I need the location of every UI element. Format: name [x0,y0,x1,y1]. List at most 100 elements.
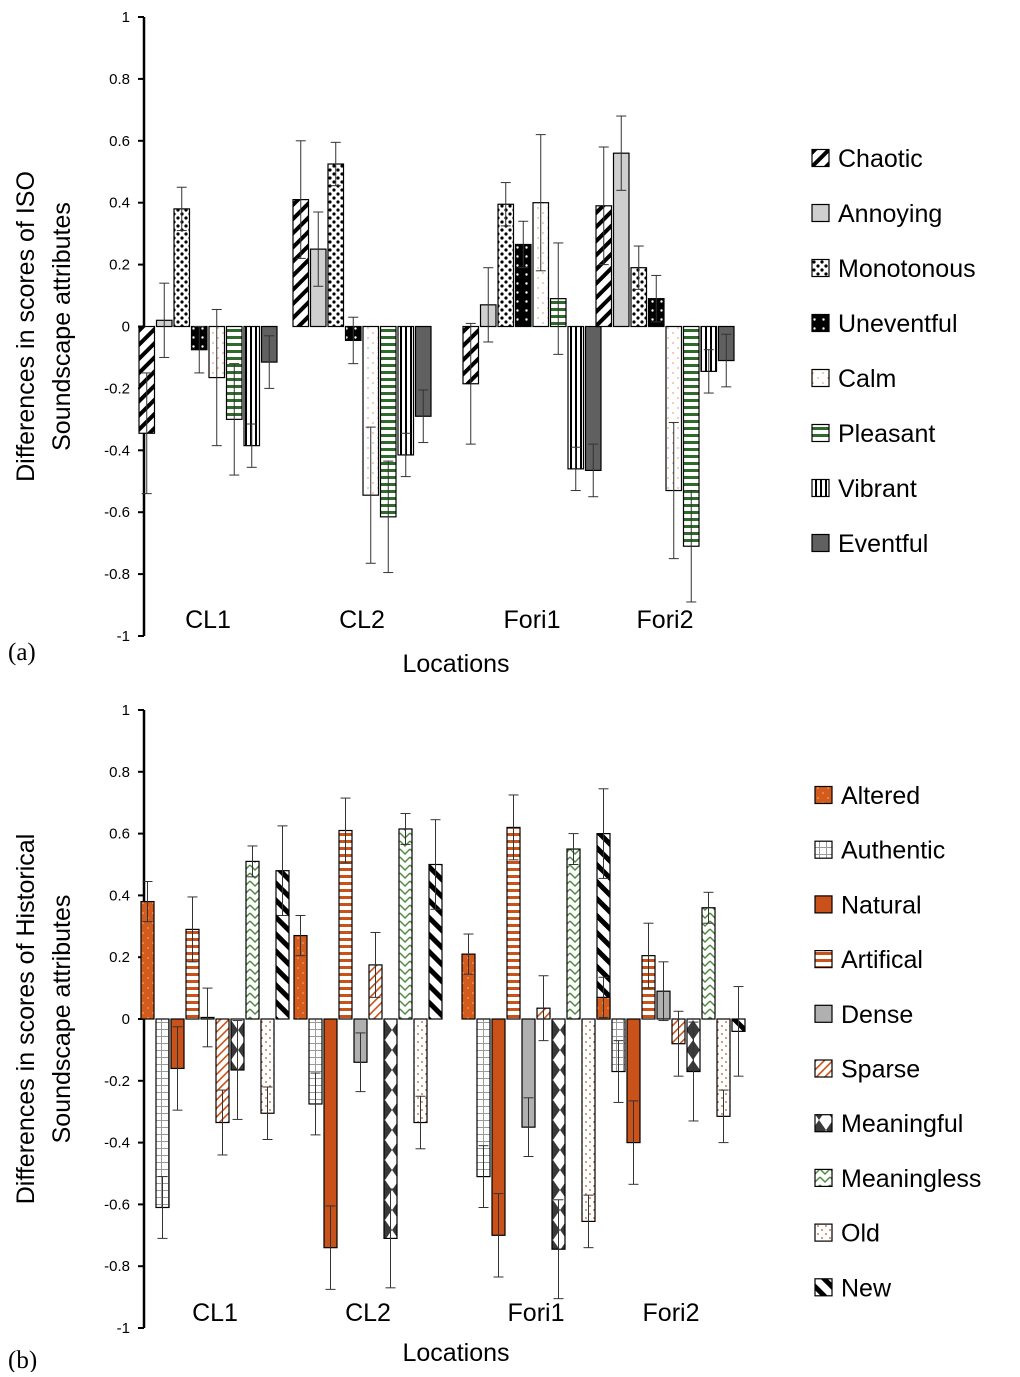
legend-item-sparse: Sparse [814,1056,920,1084]
y-axis-title-line: Soundscape attributes [48,895,76,1144]
legend-label: Meaningful [841,1110,963,1138]
y-axis-title-line: Soundscape attributes [48,202,76,451]
legend-swatch [811,148,830,168]
y-axis-title: Differences in scores of Historical Sound… [12,834,76,1205]
legend-item-artifical: Artifical [814,946,923,974]
y-axis-ticks: 1 0.8 0.6 0.4 0.2 0 -0.2 -0.4 -0.6 -0.8 -1 [104,9,144,645]
y-tick-label: -0.4 [104,1135,130,1152]
y-tick-label: -1 [117,628,130,645]
y-tick-label: 0.4 [109,887,130,904]
y-axis-title: Differences in scores of ISO Soundscape a… [12,171,76,482]
legend-label: New [841,1274,892,1302]
legend: Chaotic Annoying Monotonous Uneventful Calm P… [811,145,976,558]
y-tick-label: -0.6 [104,1196,130,1213]
legend-item-pleasant: Pleasant [811,420,935,448]
legend-label: Sparse [841,1056,920,1084]
legend-label: Authentic [841,837,945,865]
category-label-cl1: CL1 [185,606,231,634]
legend-label: Chaotic [838,145,923,173]
y-axis-ticks: 1 0.8 0.6 0.4 0.2 0 -0.2 -0.4 -0.6 -0.8 -1 [104,702,144,1337]
panel-label-a: (a) [8,639,36,666]
bar-meaningless-cl1 [245,860,260,1020]
legend-label: Uneventful [838,310,958,338]
y-tick-label: 1 [122,702,130,719]
y-tick-label: 0.8 [109,764,130,781]
legend-label: Calm [838,365,896,393]
legend-swatch [814,1059,833,1078]
legend-swatch [814,1168,833,1188]
legend-item-authentic: Authentic [814,837,945,865]
y-tick-label: 0.2 [109,949,130,966]
panel-label-b: (b) [8,1347,37,1372]
category-label-fori2: Fori2 [637,606,694,634]
legend-swatch [814,949,833,969]
bar-meaningless-fori1 [566,848,581,1020]
category-label-fori1: Fori1 [508,1299,565,1327]
legend-swatch [814,895,833,914]
legend-item-natural: Natural [814,891,922,919]
legend-label: Pleasant [838,420,935,448]
legend-label: Vibrant [838,475,917,503]
y-tick-label: 0.6 [109,826,130,843]
panel-a: Differences in scores of ISO Soundscape a… [8,9,976,678]
legend-swatch [811,478,830,498]
category-label-cl1: CL1 [192,1299,238,1327]
y-tick-label: -0.6 [104,504,130,521]
legend-label: Annoying [838,200,942,228]
legend-swatch [814,1278,833,1297]
category-labels: CL1 CL2 Fori1 Fori2 [192,1299,699,1327]
category-label-fori1: Fori1 [504,606,561,634]
y-tick-label: -1 [117,1320,130,1337]
legend-swatch [814,1114,833,1133]
legend-swatch [811,258,830,278]
legend-item-uneventful: Uneventful [811,310,958,338]
legend-item-new: New [814,1274,892,1302]
legend-swatch [811,203,830,223]
legend-swatch [814,1004,833,1023]
legend-swatch [814,840,833,859]
legend-swatch [811,368,830,388]
legend-item-chaotic: Chaotic [811,145,923,173]
y-tick-label: 0 [122,1011,130,1028]
legend-item-vibrant: Vibrant [811,475,917,503]
legend-item-monotonous: Monotonous [811,255,976,283]
y-tick-label: 0 [122,319,130,336]
bar-monotonous-cl2 [327,163,345,328]
legend-label: Artifical [841,946,923,974]
category-labels: CL1 CL2 Fori1 Fori2 [185,606,693,634]
y-tick-label: 1 [122,9,130,26]
bar-old-fori1 [581,1018,596,1222]
legend-swatch [814,1223,833,1242]
bar-series-group [138,115,735,603]
y-tick-label: -0.8 [104,1258,130,1275]
bar-series-group [140,788,746,1300]
y-tick-label: -0.2 [104,380,130,397]
y-tick-label: -0.8 [104,566,130,583]
legend-item-altered: Altered [814,782,920,810]
legend-swatch [811,533,830,553]
y-axis-title-line: Differences in scores of ISO [12,171,40,482]
x-axis-title: Locations [402,1339,509,1367]
legend-item-dense: Dense [814,1001,913,1029]
y-tick-label: 0.2 [109,257,130,274]
legend-swatch [811,423,830,443]
legend-item-eventful: Eventful [811,530,928,558]
legend-label: Altered [841,782,920,810]
y-tick-label: 0.4 [109,195,130,212]
y-tick-label: -0.4 [104,442,130,459]
legend-label: Monotonous [838,255,976,283]
y-tick-label: -0.2 [104,1073,130,1090]
x-axis-title: Locations [402,650,509,678]
legend-label: Eventful [838,530,928,558]
category-label-cl2: CL2 [345,1299,391,1327]
legend-label: Meaningless [841,1165,981,1193]
legend-item-meaningless: Meaningless [814,1165,981,1193]
legend: Altered Authentic Natural Artifical Dense Spa… [814,782,981,1302]
legend-label: Old [841,1220,880,1248]
legend-item-annoying: Annoying [811,200,942,228]
legend-swatch [811,313,830,333]
legend-item-meaningful: Meaningful [814,1110,963,1138]
bar-meaningless-fori2 [701,907,716,1020]
